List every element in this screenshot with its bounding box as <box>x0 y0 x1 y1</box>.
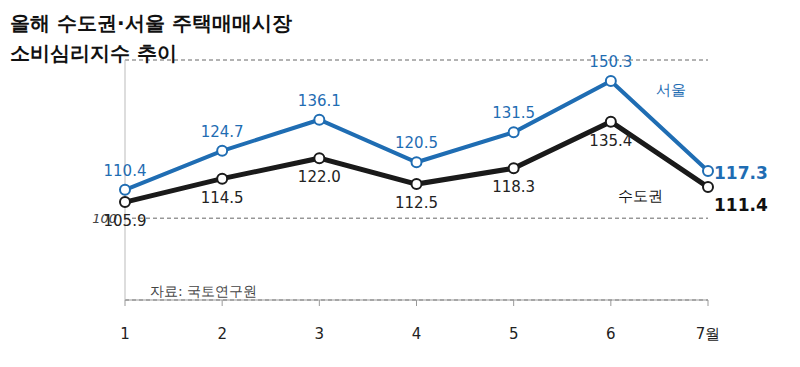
svg-text:3: 3 <box>315 325 325 343</box>
svg-text:1: 1 <box>120 325 130 343</box>
svg-text:118.3: 118.3 <box>492 178 535 196</box>
svg-text:120.5: 120.5 <box>395 134 438 152</box>
svg-text:136.1: 136.1 <box>298 92 341 110</box>
html-text:올해 수도권·서울 주택매매시장 소비심리지수 추이: 올해 수도권·서울 주택매매시장 소비심리지수 추이 <box>10 11 292 65</box>
svg-text:135.4: 135.4 <box>589 132 632 150</box>
svg-text:122.0: 122.0 <box>298 168 341 186</box>
html-text:자료: 국토연구원: 자료: 국토연구원 <box>150 283 258 299</box>
svg-text:110.4: 110.4 <box>104 162 147 180</box>
svg-text:150.3: 150.3 <box>589 53 632 71</box>
svg-text:111.4: 111.4 <box>714 195 768 215</box>
svg-text:5: 5 <box>509 325 519 343</box>
svg-text:105.9: 105.9 <box>104 212 147 230</box>
svg-text:서울: 서울 <box>656 81 686 99</box>
svg-text:2: 2 <box>217 325 227 343</box>
svg-text:수도권: 수도권 <box>618 187 663 205</box>
svg-text:131.5: 131.5 <box>492 104 535 122</box>
svg-text:124.7: 124.7 <box>201 123 244 141</box>
svg-text:117.3: 117.3 <box>714 163 768 183</box>
svg-text:114.5: 114.5 <box>201 189 244 207</box>
svg-text:7월: 7월 <box>696 325 721 343</box>
svg-text:6: 6 <box>606 325 616 343</box>
svg-text:4: 4 <box>412 325 422 343</box>
svg-text:112.5: 112.5 <box>395 194 438 212</box>
